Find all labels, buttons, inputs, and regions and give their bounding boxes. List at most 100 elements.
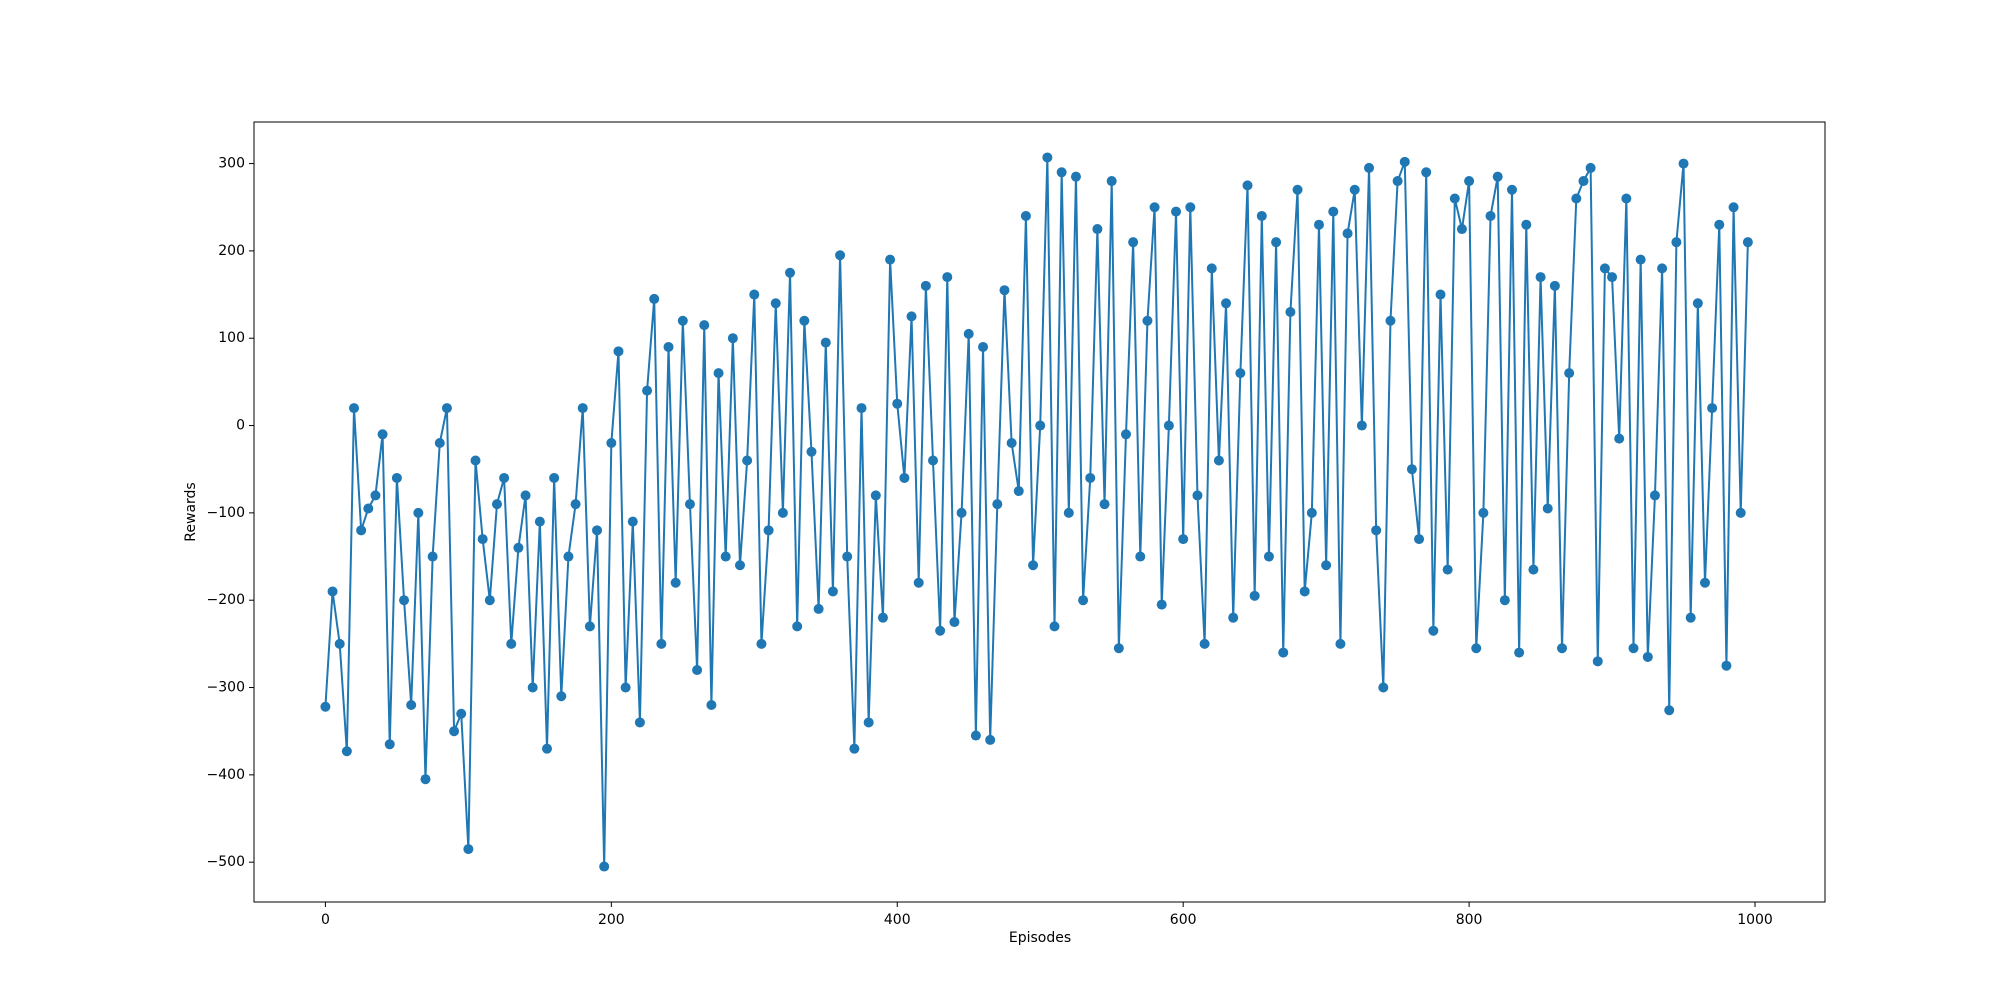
x-tick-label: 200 bbox=[598, 912, 625, 928]
data-point bbox=[520, 490, 531, 501]
data-point bbox=[1664, 705, 1675, 716]
data-point bbox=[1128, 237, 1139, 248]
data-point bbox=[1306, 507, 1317, 518]
data-point bbox=[692, 665, 703, 676]
data-point bbox=[1635, 254, 1646, 265]
data-point bbox=[341, 746, 352, 757]
data-point bbox=[427, 551, 438, 562]
data-point bbox=[870, 490, 881, 501]
data-point bbox=[1614, 433, 1625, 444]
data-point bbox=[1599, 263, 1610, 274]
data-point bbox=[1542, 503, 1553, 514]
data-point bbox=[734, 560, 745, 571]
data-point bbox=[1313, 219, 1324, 230]
y-axis-label: Rewards bbox=[183, 482, 199, 541]
data-point bbox=[1285, 307, 1296, 318]
data-point bbox=[899, 472, 910, 483]
data-point bbox=[563, 551, 574, 562]
data-point bbox=[799, 315, 810, 326]
data-point bbox=[806, 446, 817, 457]
data-point bbox=[849, 743, 860, 754]
data-point bbox=[1506, 184, 1517, 195]
x-tick-label: 1000 bbox=[1737, 912, 1773, 928]
data-point bbox=[1671, 237, 1682, 248]
y-tick-label: 300 bbox=[218, 156, 245, 172]
data-point bbox=[1649, 490, 1660, 501]
data-point bbox=[327, 586, 338, 597]
data-point bbox=[713, 368, 724, 379]
data-point bbox=[549, 472, 560, 483]
data-point bbox=[1707, 403, 1718, 414]
data-point bbox=[827, 586, 838, 597]
data-point bbox=[1728, 202, 1739, 213]
data-point bbox=[813, 603, 824, 614]
data-point bbox=[785, 267, 796, 278]
x-tick-label: 800 bbox=[1456, 912, 1483, 928]
data-point bbox=[1378, 682, 1389, 693]
data-point bbox=[1042, 152, 1053, 163]
data-point bbox=[835, 250, 846, 261]
data-point bbox=[1721, 660, 1732, 671]
data-point bbox=[1592, 656, 1603, 667]
data-point bbox=[1149, 202, 1160, 213]
data-point bbox=[863, 717, 874, 728]
data-point bbox=[384, 739, 395, 750]
data-point bbox=[477, 534, 488, 545]
data-point bbox=[1685, 612, 1696, 623]
data-point bbox=[1492, 171, 1503, 182]
data-point bbox=[1192, 490, 1203, 501]
data-point bbox=[1099, 499, 1110, 510]
data-point bbox=[684, 499, 695, 510]
data-point bbox=[463, 844, 474, 855]
data-point bbox=[1263, 551, 1274, 562]
data-point bbox=[456, 708, 467, 719]
data-point bbox=[742, 455, 753, 466]
data-point bbox=[970, 730, 981, 741]
data-point bbox=[1321, 560, 1332, 571]
data-point bbox=[584, 621, 595, 632]
data-point bbox=[949, 617, 960, 628]
data-point bbox=[320, 701, 331, 712]
y-tick-label: 0 bbox=[236, 418, 245, 434]
data-point bbox=[606, 438, 617, 449]
data-point bbox=[1435, 289, 1446, 300]
data-point bbox=[1228, 612, 1239, 623]
plot-frame bbox=[253, 121, 1826, 903]
data-point bbox=[1020, 210, 1031, 221]
data-point bbox=[1242, 180, 1253, 191]
data-point bbox=[1557, 643, 1568, 654]
data-point bbox=[1156, 599, 1167, 610]
data-point bbox=[1449, 193, 1460, 204]
data-point bbox=[499, 472, 510, 483]
x-axis-label: Episodes bbox=[1009, 930, 1071, 946]
data-point bbox=[1364, 162, 1375, 173]
data-point bbox=[1371, 525, 1382, 536]
data-point bbox=[406, 699, 417, 710]
data-point bbox=[1549, 280, 1560, 291]
data-point bbox=[913, 577, 924, 588]
data-point bbox=[1056, 167, 1067, 178]
data-point bbox=[892, 398, 903, 409]
data-point bbox=[1628, 643, 1639, 654]
data-point bbox=[1657, 263, 1668, 274]
data-point bbox=[1392, 176, 1403, 187]
data-point bbox=[1113, 643, 1124, 654]
data-point bbox=[434, 438, 445, 449]
data-point bbox=[677, 315, 688, 326]
data-point bbox=[620, 682, 631, 693]
data-point bbox=[541, 743, 552, 754]
x-tick-label: 0 bbox=[321, 912, 330, 928]
data-point bbox=[792, 621, 803, 632]
data-point bbox=[1328, 206, 1339, 217]
data-point bbox=[513, 542, 524, 553]
data-point bbox=[634, 717, 645, 728]
data-point bbox=[1478, 507, 1489, 518]
data-point bbox=[570, 499, 581, 510]
y-tick-label: 100 bbox=[218, 330, 245, 346]
data-point bbox=[1235, 368, 1246, 379]
data-point bbox=[1692, 298, 1703, 309]
data-point bbox=[1485, 210, 1496, 221]
data-point bbox=[1428, 625, 1439, 636]
